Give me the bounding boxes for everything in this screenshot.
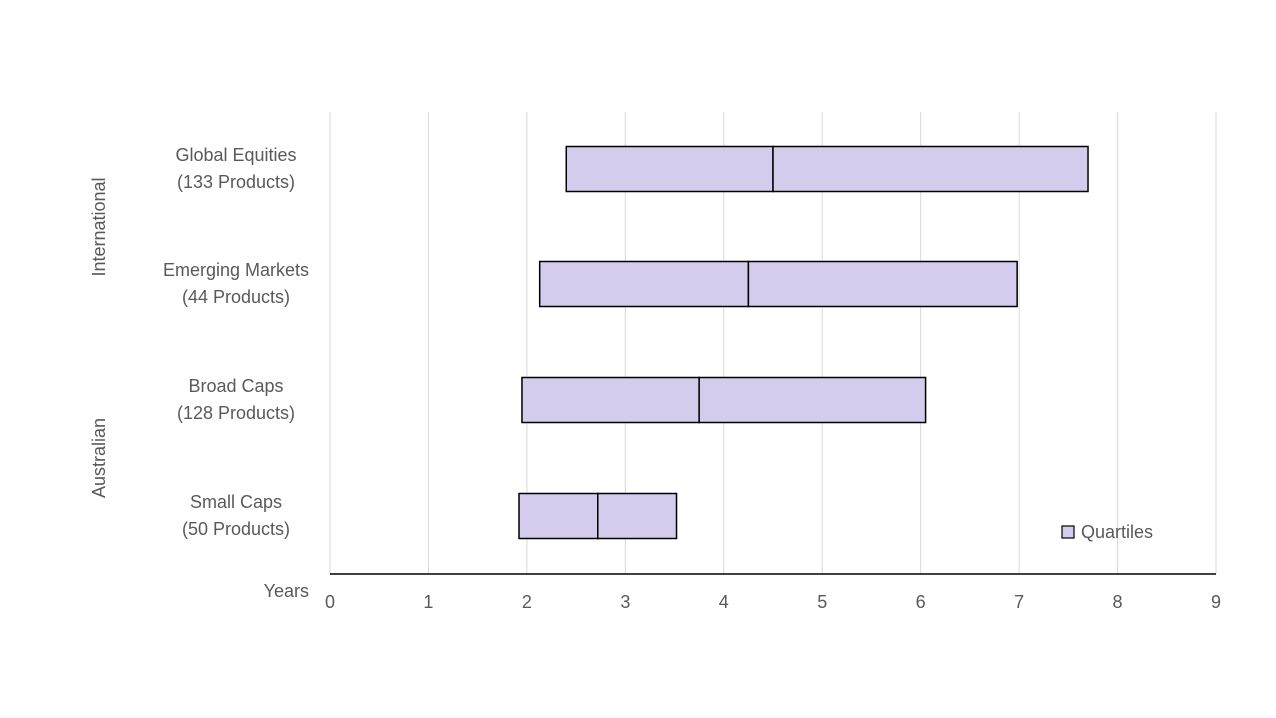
category-label-small-count: (50 Products) bbox=[182, 519, 290, 539]
category-label-small-name: Small Caps bbox=[190, 492, 282, 512]
legend-label-quartiles: Quartiles bbox=[1081, 522, 1153, 542]
group-label-international: International bbox=[89, 177, 109, 276]
legend-swatch-quartiles bbox=[1061, 525, 1075, 539]
category-labels: Global Equities (133 Products) Emerging Ma… bbox=[163, 145, 309, 539]
x-tick-label-7: 7 bbox=[1014, 592, 1024, 612]
bar-upper-quartile-small bbox=[597, 492, 678, 540]
category-label-broad-count: (128 Products) bbox=[177, 403, 295, 423]
bar-lower-quartile-emerging bbox=[538, 260, 750, 308]
x-axis: 0 1 2 3 4 5 6 7 8 9 Years bbox=[264, 573, 1221, 612]
x-tick-label-0: 0 bbox=[325, 592, 335, 612]
category-label-emerging-name: Emerging Markets bbox=[163, 260, 309, 280]
x-tick-label-4: 4 bbox=[719, 592, 729, 612]
bar-lower-quartile-broad bbox=[521, 376, 700, 424]
category-label-global-count: (133 Products) bbox=[177, 172, 295, 192]
x-tick-label-3: 3 bbox=[620, 592, 630, 612]
bar-lower-quartile-small bbox=[518, 492, 599, 540]
category-label-broad-name: Broad Caps bbox=[188, 376, 283, 396]
group-labels: International Australian bbox=[89, 177, 109, 498]
x-tick-label-9: 9 bbox=[1211, 592, 1221, 612]
x-tick-label-8: 8 bbox=[1113, 592, 1123, 612]
x-tick-label-5: 5 bbox=[817, 592, 827, 612]
category-label-global-name: Global Equities bbox=[175, 145, 296, 165]
group-label-australian: Australian bbox=[89, 418, 109, 498]
bar-upper-quartile-broad bbox=[698, 376, 927, 424]
bars bbox=[518, 145, 1089, 540]
x-tick-label-1: 1 bbox=[423, 592, 433, 612]
bar-lower-quartile-global bbox=[565, 145, 774, 193]
x-axis-title: Years bbox=[264, 581, 309, 601]
legend: Quartiles bbox=[1061, 522, 1153, 542]
x-tick-label-2: 2 bbox=[522, 592, 532, 612]
x-tick-label-6: 6 bbox=[916, 592, 926, 612]
bar-upper-quartile-emerging bbox=[747, 260, 1018, 308]
category-label-emerging-count: (44 Products) bbox=[182, 287, 290, 307]
bar-upper-quartile-global bbox=[772, 145, 1089, 193]
